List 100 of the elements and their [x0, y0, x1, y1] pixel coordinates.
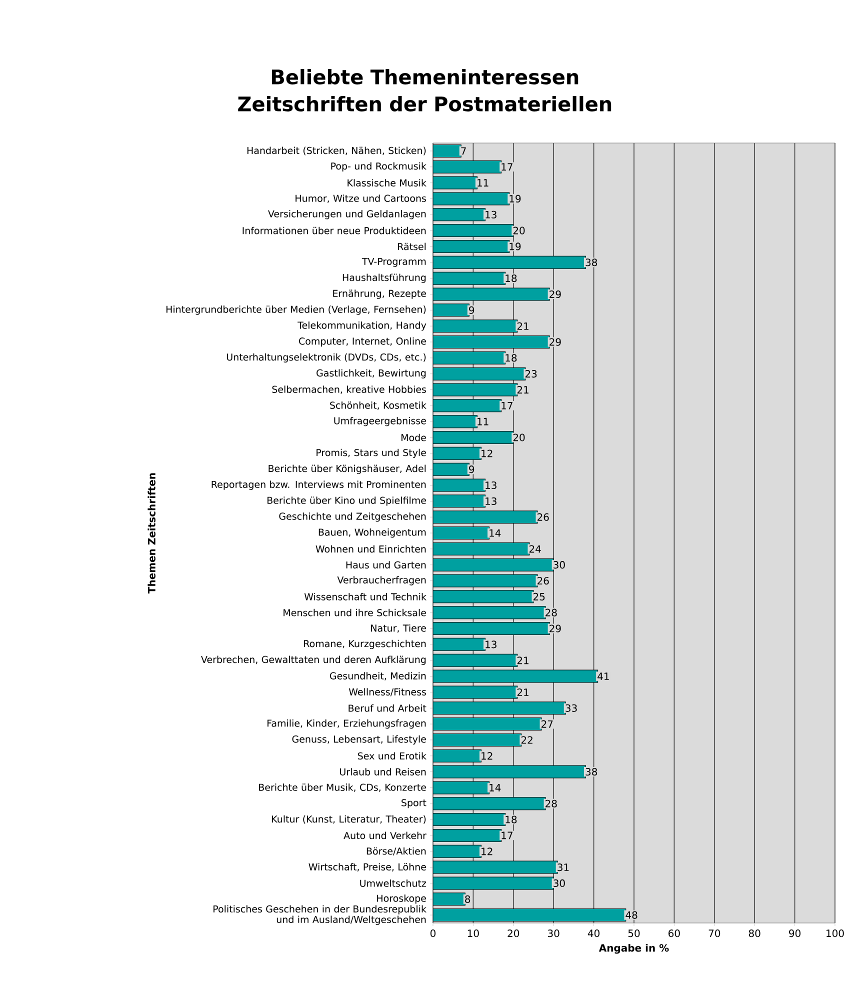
chart-title: Beliebte Themeninteressen Zeitschriften der Postmateriellen — [238, 68, 612, 112]
data-label: 9 — [469, 306, 474, 314]
y-tick-label: TV-Programm — [362, 258, 426, 267]
data-label: 13 — [486, 210, 496, 218]
data-label: 20 — [513, 226, 525, 234]
data-label: 18 — [506, 274, 517, 282]
y-tick-label: Hintergrundberichte über Medien (Verlage, Fernsehen) — [166, 306, 426, 315]
bar — [432, 526, 490, 540]
data-label: 17 — [502, 832, 512, 840]
data-label: 12 — [482, 450, 492, 458]
data-label: 11 — [478, 179, 488, 186]
bar — [432, 670, 598, 683]
x-tick-label: 90 — [789, 930, 800, 938]
data-label: 21 — [517, 688, 528, 696]
x-tick-label: 30 — [548, 930, 560, 938]
bar — [432, 160, 502, 174]
y-tick-label: Unterhaltungselektronik (DVDs, CDs, etc.) — [226, 353, 426, 363]
y-tick-label: Familie, Kinder, Erziehungsfragen — [268, 719, 426, 729]
y-tick-label: Horoskope — [377, 894, 426, 904]
data-label: 24 — [529, 545, 541, 553]
data-label: 21 — [517, 322, 528, 330]
y-tick-label: Kultur (Kunst, Literatur, Theater) — [272, 815, 426, 824]
data-label: 17 — [502, 402, 512, 410]
data-label: 41 — [598, 672, 609, 680]
data-label: 21 — [517, 386, 528, 394]
x-tick-label: 10 — [468, 930, 479, 938]
y-axis-title: Themen Zeitschriften — [148, 473, 156, 594]
data-label: 28 — [546, 800, 557, 808]
bar — [432, 510, 538, 524]
bar — [432, 494, 486, 508]
bar — [432, 383, 518, 396]
data-label: 27 — [542, 720, 553, 728]
y-tick-label: Natur, Tiere — [371, 624, 426, 633]
data-label: 38 — [586, 768, 598, 776]
y-tick-label: Gastlichkeit, Bewirtung — [316, 369, 426, 378]
y-tick-label: Pop- und Rockmusik — [331, 162, 426, 172]
data-label: 8 — [465, 895, 470, 903]
y-tick-label: Handarbeit (Stricken, Nähen, Sticken) — [247, 146, 426, 156]
bar — [432, 654, 518, 667]
data-label: 28 — [546, 608, 557, 616]
bar — [432, 462, 470, 476]
y-tick-label: Umfrageergebnisse — [334, 416, 426, 426]
bar — [432, 638, 486, 651]
bar — [432, 208, 486, 222]
y-tick-label: Haus und Garten — [346, 561, 426, 569]
y-tick-label: Selbermachen, kreative Hobbies — [272, 386, 426, 394]
data-label: 22 — [521, 736, 532, 744]
data-label: 17 — [502, 163, 512, 171]
data-label: 13 — [486, 481, 496, 490]
y-tick-label: Genuss, Lebensart, Lifestyle — [292, 735, 426, 745]
data-label: 14 — [490, 784, 501, 792]
y-tick-label: Menschen und ihre Schicksale — [284, 608, 426, 616]
x-tick-label: 70 — [708, 930, 720, 938]
y-tick-label: Romane, Kurzgeschichten — [304, 640, 426, 650]
y-tick-label: Geschichte und Zeitgeschehen — [279, 512, 426, 522]
data-label: 23 — [525, 370, 537, 378]
y-tick-label: Klassische Musik — [348, 179, 426, 186]
y-tick-label: Berichte über Musik, CDs, Konzerte — [259, 784, 426, 792]
y-tick-label: Computer, Internet, Online — [299, 337, 426, 347]
y-tick-label: Schönheit, Kosmetik — [330, 402, 426, 410]
bar — [432, 876, 554, 890]
y-tick-label: Bauen, Wohneigentum — [318, 528, 426, 538]
bar — [432, 574, 538, 588]
bar — [432, 542, 530, 556]
bar — [432, 828, 502, 842]
data-label: 13 — [486, 497, 496, 505]
data-label: 19 — [510, 194, 521, 203]
data-label: 18 — [506, 816, 517, 824]
data-label: 9 — [469, 466, 474, 474]
data-label: 13 — [486, 640, 496, 648]
bar — [432, 718, 542, 731]
data-label: 20 — [513, 434, 525, 442]
y-tick-label: Auto und Verkehr — [344, 832, 426, 840]
y-tick-label: Verbrechen, Gewalttaten und deren Aufklärung — [201, 656, 426, 665]
data-label: 12 — [482, 848, 492, 856]
x-tick-label: 40 — [588, 930, 600, 938]
y-tick-label: Promis, Stars und Style — [316, 448, 426, 458]
y-tick-label: Haushaltsführung — [342, 274, 426, 283]
bar — [432, 320, 518, 333]
data-label: 19 — [510, 242, 521, 250]
data-label: 11 — [478, 418, 488, 426]
y-tick-label: Berichte über Königshäuser, Adel — [268, 464, 426, 474]
x-tick-label: 100 — [826, 930, 844, 938]
y-tick-label: Berichte über Kino und Spielfilme — [268, 496, 426, 506]
y-tick-label: Sex und Erotik — [358, 752, 426, 760]
data-label: 33 — [566, 704, 577, 712]
data-label: 12 — [482, 752, 492, 760]
y-tick-label: Reportagen bzw. Interviews mit Prominenten — [212, 480, 426, 490]
y-tick-label: Wirtschaft, Preise, Löhne — [308, 863, 426, 872]
bar — [432, 590, 534, 604]
y-tick-label: Telekommunikation, Handy — [298, 321, 426, 331]
x-tick-label: 60 — [668, 930, 680, 938]
bar — [432, 446, 482, 460]
x-tick-label: 20 — [508, 930, 520, 938]
data-label: 25 — [533, 592, 545, 600]
y-tick-label: Politisches Geschehen in der Bundesrepublik und im Ausland/Weltgeschehen — [214, 905, 426, 925]
bar — [432, 844, 482, 858]
data-label: 29 — [550, 338, 561, 346]
y-tick-label: Wellness/Fitness — [348, 688, 426, 696]
x-axis-title: Angabe in % — [598, 944, 669, 954]
